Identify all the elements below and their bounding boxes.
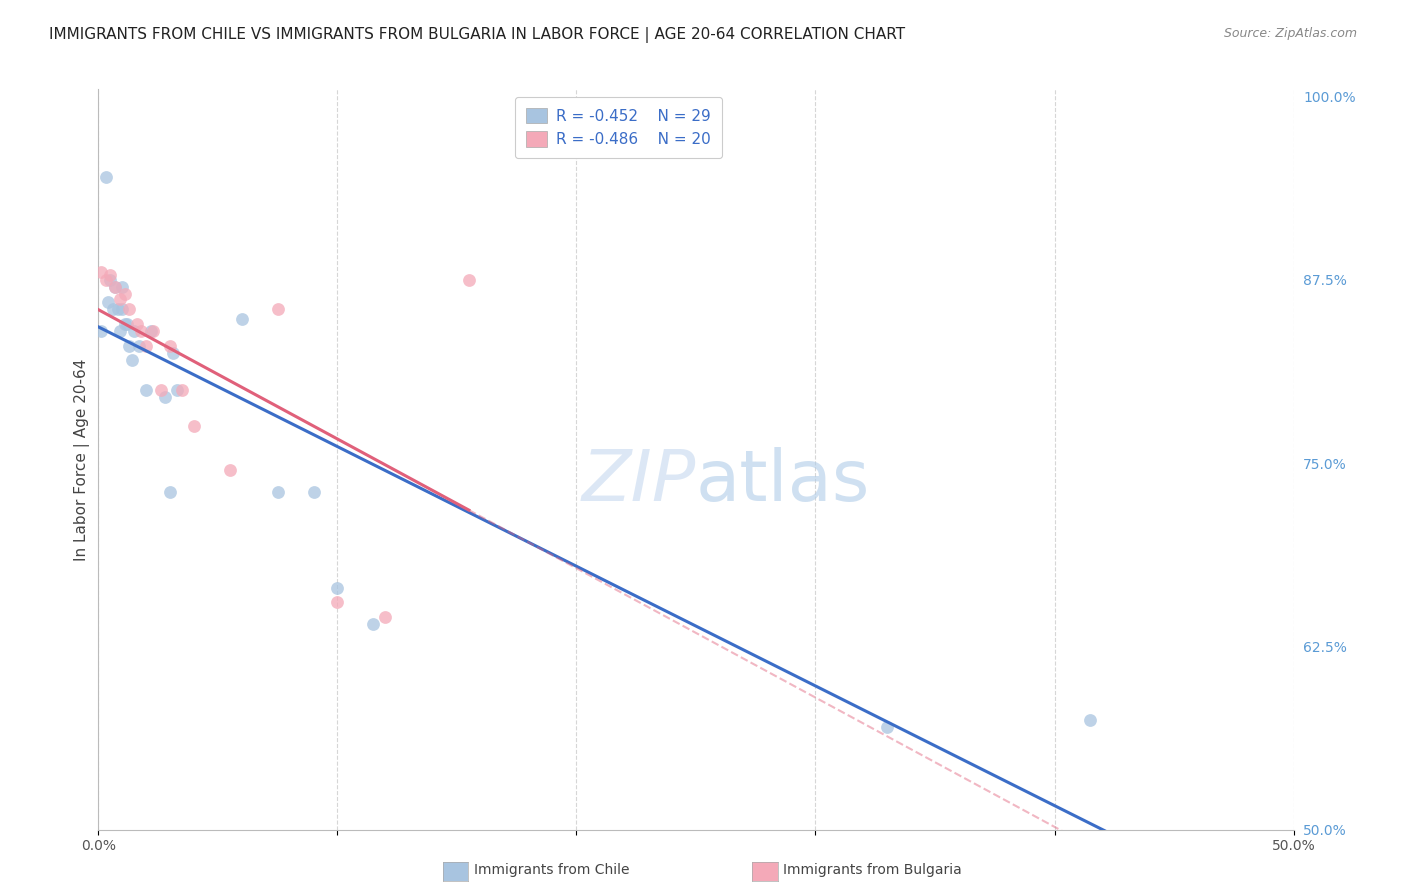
Text: atlas: atlas (696, 447, 870, 516)
Point (139, 324, 162, 338)
Point (876, 720, 898, 734)
Point (267, 302, 290, 317)
Point (149, 383, 172, 397)
Point (1080, 713, 1102, 727)
Point (267, 485, 290, 500)
Point (125, 317, 148, 331)
Point (98, 268, 122, 283)
Point (159, 485, 181, 500)
Point (115, 317, 138, 331)
Point (131, 324, 153, 338)
Point (155, 390, 177, 404)
Point (231, 312, 253, 326)
Point (97, 294, 120, 309)
Point (94, 170, 117, 185)
Text: Immigrants from Bulgaria: Immigrants from Bulgaria (783, 863, 962, 877)
Point (183, 419, 205, 434)
Point (326, 595, 349, 609)
Point (374, 610, 396, 624)
Point (104, 280, 127, 294)
Point (107, 302, 129, 317)
Point (166, 383, 188, 397)
Y-axis label: In Labor Force | Age 20-64: In Labor Force | Age 20-64 (75, 359, 90, 560)
Point (98, 273, 122, 287)
Point (142, 324, 165, 338)
Point (111, 280, 134, 294)
Point (121, 353, 143, 368)
Text: IMMIGRANTS FROM CHILE VS IMMIGRANTS FROM BULGARIA IN LABOR FORCE | AGE 20-64 COR: IMMIGRANTS FROM CHILE VS IMMIGRANTS FROM… (49, 27, 905, 43)
Point (458, 273, 481, 287)
Point (135, 339, 157, 353)
Point (114, 317, 136, 331)
Point (114, 287, 136, 301)
Point (101, 302, 124, 317)
Point (108, 324, 131, 338)
Text: Source: ZipAtlas.com: Source: ZipAtlas.com (1223, 27, 1357, 40)
Point (363, 617, 385, 632)
Point (111, 302, 134, 317)
Text: ZIP: ZIP (582, 447, 696, 516)
Point (118, 302, 141, 317)
Point (135, 383, 157, 397)
Point (124, 324, 146, 338)
Point (118, 339, 141, 353)
Legend: R = -0.452    N = 29, R = -0.486    N = 20: R = -0.452 N = 29, R = -0.486 N = 20 (515, 97, 721, 158)
Text: Immigrants from Chile: Immigrants from Chile (474, 863, 630, 877)
Point (172, 383, 194, 397)
Point (159, 339, 181, 353)
Point (302, 485, 325, 500)
Point (94, 273, 117, 287)
Point (90, 265, 112, 279)
Point (128, 339, 150, 353)
Point (104, 280, 127, 294)
Point (326, 581, 349, 595)
Point (108, 292, 131, 306)
Point (90, 324, 112, 338)
Point (162, 346, 184, 360)
Point (219, 463, 242, 477)
